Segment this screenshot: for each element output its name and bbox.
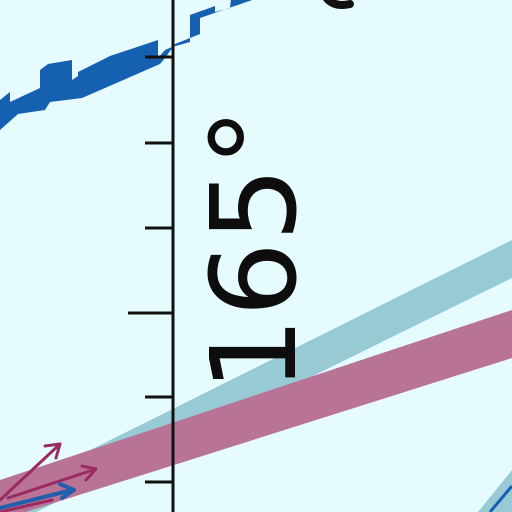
meridian-label: 165° [185,108,323,392]
magenta-arrow-head [80,464,98,482]
meridian-line-group [128,0,175,512]
map-circle-fragment [323,0,354,9]
magenta-arrow-head [43,442,62,460]
magenta-arrow [6,467,98,500]
magenta-arrow [0,498,54,512]
blue-arrow-head [58,482,76,500]
arrow-cluster [0,442,98,512]
magenta-arrow [0,442,62,502]
meridian-ticks [128,55,173,484]
light-blue-band-lower-edge [488,485,512,512]
magenta-band [0,310,512,512]
light-blue-band-lower [478,470,512,512]
blue-arrow [0,488,74,510]
blue-stepped-boundary [0,0,253,130]
